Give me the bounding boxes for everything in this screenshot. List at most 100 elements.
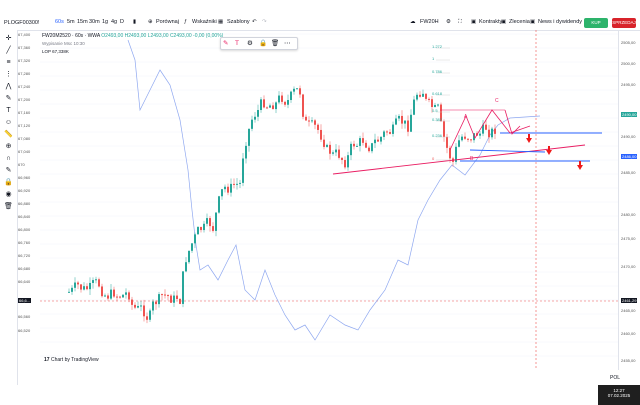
- language-indicator[interactable]: POL: [610, 375, 620, 381]
- candle-body: [239, 182, 241, 184]
- candle-body: [332, 152, 334, 154]
- eye-icon[interactable]: ◉: [5, 191, 12, 198]
- ruler-icon[interactable]: 📏: [4, 131, 13, 138]
- candle-body: [101, 286, 103, 297]
- text-icon[interactable]: T: [6, 107, 11, 114]
- right-tick: 2460,00: [621, 331, 636, 336]
- contracts-button[interactable]: Kontrakty: [479, 19, 503, 25]
- interval-15m[interactable]: 15m: [77, 19, 88, 25]
- candle-body: [335, 149, 337, 153]
- compare-button[interactable]: Porównaj: [156, 19, 179, 25]
- interval-d[interactable]: D: [120, 19, 124, 25]
- price-chart[interactable]: 1.272 1 0.786 0.618 0.5 0.382 0.236 0 A B C: [40, 30, 618, 370]
- candle-body: [287, 100, 289, 105]
- trash-icon[interactable]: 🗑: [271, 40, 280, 47]
- lock-icon[interactable]: 🔒: [259, 40, 268, 47]
- left-price-scale[interactable]: 67,400 67,360 67,320 67,280 67,240 67,20…: [17, 30, 39, 370]
- comparison-line-series: [127, 39, 541, 341]
- orders-icon: ▣: [501, 19, 507, 25]
- left-tick: 66,880: [18, 201, 31, 206]
- fullscreen-icon[interactable]: ⛶: [458, 19, 462, 25]
- candle-body: [89, 282, 91, 290]
- candle-body: [113, 289, 115, 297]
- cloud-icon: ☁: [410, 19, 416, 25]
- candle-body: [140, 305, 142, 307]
- left-tick: 66,520: [18, 328, 31, 333]
- candle-body: [149, 310, 151, 320]
- fib-icon[interactable]: ⋮: [5, 71, 12, 78]
- right-price-scale[interactable]: 2505,00 2500,00 2495,00 2490,00 2490,00 …: [618, 30, 640, 370]
- sell-button[interactable]: SPRZEDAJ: [612, 18, 636, 28]
- candle-body: [83, 286, 85, 290]
- interval-4g[interactable]: 4g: [111, 19, 118, 25]
- cursor-icon[interactable]: ✛: [5, 35, 12, 42]
- indicators-button[interactable]: Wskaźniki: [192, 19, 217, 25]
- candle-body: [92, 280, 94, 283]
- fib-level-label: 0.5: [432, 108, 438, 113]
- candle-body: [293, 88, 295, 92]
- candle-body: [341, 157, 343, 160]
- candle-body: [134, 304, 136, 308]
- interval-30m[interactable]: 30m: [89, 19, 100, 25]
- account-select[interactable]: FW20H: [420, 19, 439, 25]
- orders-button[interactable]: Zlecenia: [509, 19, 530, 25]
- candle-body: [227, 186, 229, 193]
- candle-body: [251, 119, 253, 129]
- candle-body: [449, 147, 451, 159]
- redo-icon[interactable]: ↷: [262, 19, 267, 25]
- news-button[interactable]: News i dywidendy: [538, 19, 583, 25]
- legend-indicator: LOP 67,338K: [42, 49, 69, 54]
- candle-body: [473, 133, 475, 141]
- magnet-icon[interactable]: ∩: [5, 155, 12, 162]
- left-current-price-tag: 66,6...: [18, 298, 32, 303]
- left-tick: 66,920: [18, 188, 31, 193]
- pattern-icon[interactable]: ⋀: [5, 83, 12, 90]
- chart-type-icon[interactable]: ▮: [133, 19, 137, 25]
- left-tick: 66,640: [18, 279, 31, 284]
- undo-icon[interactable]: ↶: [252, 19, 257, 25]
- lock-icon[interactable]: 🔒: [4, 179, 13, 186]
- candle-body: [125, 292, 127, 295]
- interval-60s[interactable]: 60s: [55, 19, 64, 25]
- text-color-icon[interactable]: T: [235, 40, 239, 47]
- interval-5m[interactable]: 5m: [67, 19, 75, 25]
- horizontal-line: [469, 149, 546, 153]
- more-icon[interactable]: ⋯: [284, 40, 291, 47]
- candle-body: [443, 121, 445, 137]
- pattern-arrow: [504, 109, 521, 135]
- emoji-icon[interactable]: ☺: [4, 119, 13, 126]
- lock-drawing-icon[interactable]: ✎: [5, 167, 12, 174]
- horizontal-line-icon[interactable]: ≡: [6, 59, 11, 66]
- candle-body: [272, 105, 274, 110]
- candle-body: [485, 124, 487, 130]
- left-tick: 66,680: [18, 266, 31, 271]
- system-clock[interactable]: 12:27 07.02.2025: [598, 385, 640, 405]
- down-arrow-icon: [526, 138, 532, 143]
- line-color-icon[interactable]: ✎: [223, 40, 229, 47]
- candle-body: [308, 120, 310, 122]
- trendline-icon[interactable]: ╱: [6, 47, 11, 54]
- comparison-line: [127, 39, 541, 341]
- chart-credit[interactable]: 17 Chart by TradingView: [44, 357, 99, 363]
- candle-body: [329, 144, 331, 154]
- down-arrow-icon: [577, 165, 583, 170]
- candle-body: [350, 143, 352, 156]
- brush-icon[interactable]: ✎: [5, 95, 12, 102]
- candle-body: [488, 129, 490, 138]
- buy-button[interactable]: KUP: [584, 18, 608, 28]
- zoom-icon[interactable]: ⊕: [5, 143, 12, 150]
- candle-body: [182, 271, 184, 304]
- left-tick: 66,800: [18, 227, 31, 232]
- candle-body: [455, 146, 457, 162]
- trash-icon[interactable]: 🗑: [4, 203, 13, 210]
- candle-body: [167, 295, 169, 297]
- symbol-label[interactable]: PLOGF00300!: [4, 20, 40, 26]
- candle-body: [263, 99, 265, 108]
- settings-icon[interactable]: ⚙: [446, 19, 451, 25]
- candle-body: [419, 94, 421, 97]
- candle-body: [440, 104, 442, 122]
- templates-button[interactable]: Szablony: [227, 19, 250, 25]
- interval-1g[interactable]: 1g: [102, 19, 109, 25]
- settings-icon[interactable]: ⚙: [247, 40, 253, 47]
- candle-body: [392, 124, 394, 134]
